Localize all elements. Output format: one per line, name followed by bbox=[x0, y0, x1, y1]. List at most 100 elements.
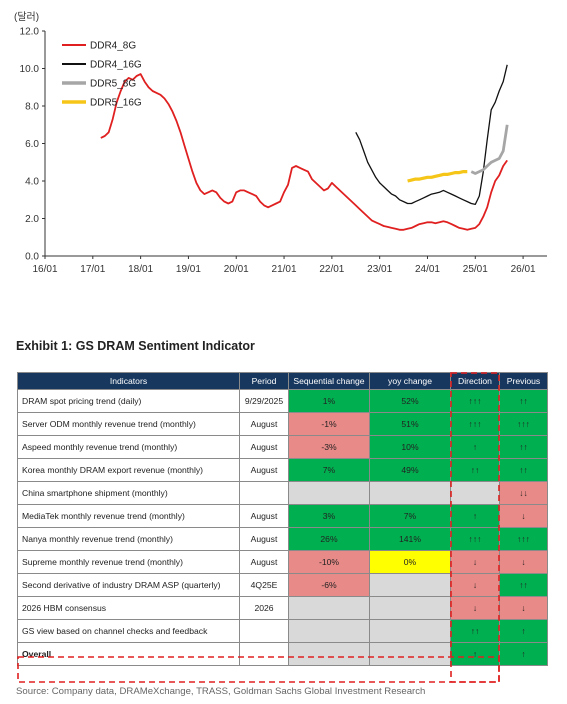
indicator-cell: Second derivative of industry DRAM ASP (… bbox=[17, 573, 240, 597]
legend-label: DDR4_8G bbox=[90, 41, 136, 52]
previous-cell: ↑ bbox=[499, 619, 548, 643]
x-tick-label: 19/01 bbox=[176, 264, 201, 275]
indicator-cell: Nanya monthly revenue trend (monthly) bbox=[17, 527, 240, 551]
indicator-cell: Supreme monthly revenue trend (monthly) bbox=[17, 550, 240, 574]
sequential-change-cell bbox=[288, 642, 370, 666]
previous-cell: ↓↓ bbox=[499, 481, 548, 505]
direction-cell bbox=[450, 481, 500, 505]
sentiment-indicator-table: Indicators Period Sequential change yoy … bbox=[17, 372, 548, 666]
direction-cell: ↑↑↑ bbox=[450, 412, 500, 436]
direction-cell: ↓ bbox=[450, 573, 500, 597]
sequential-change-cell: 7% bbox=[288, 458, 370, 482]
previous-cell: ↑↑ bbox=[499, 573, 548, 597]
indicator-cell: 2026 HBM consensus bbox=[17, 596, 240, 620]
direction-cell: ↑↑↑ bbox=[450, 389, 500, 413]
sequential-change-cell bbox=[288, 619, 370, 643]
yoy-change-cell bbox=[369, 596, 451, 620]
yoy-change-cell: 52% bbox=[369, 389, 451, 413]
period-cell: August bbox=[239, 412, 289, 436]
x-tick-label: 26/01 bbox=[511, 264, 536, 275]
table-row: 2026 HBM consensus 2026 ↓ ↓ bbox=[17, 596, 548, 620]
yoy-change-cell: 0% bbox=[369, 550, 451, 574]
period-cell: 2026 bbox=[239, 596, 289, 620]
y-tick-label: 12.0 bbox=[20, 27, 40, 38]
previous-cell: ↓ bbox=[499, 504, 548, 528]
direction-cell: ↑↑ bbox=[450, 458, 500, 482]
x-tick-label: 24/01 bbox=[415, 264, 440, 275]
table-row: China smartphone shipment (monthly) ↓↓ bbox=[17, 481, 548, 505]
direction-cell: ↓ bbox=[450, 550, 500, 574]
table-row: Second derivative of industry DRAM ASP (… bbox=[17, 573, 548, 597]
x-tick-label: 18/01 bbox=[128, 264, 153, 275]
period-cell: 4Q25E bbox=[239, 573, 289, 597]
yoy-change-cell bbox=[369, 619, 451, 643]
direction-cell: ↑ bbox=[450, 642, 500, 666]
indicator-cell: Korea monthly DRAM export revenue (month… bbox=[17, 458, 240, 482]
period-cell: August bbox=[239, 458, 289, 482]
legend-label: DDR5_16G bbox=[90, 98, 142, 109]
legend-label: DDR4_16G bbox=[90, 60, 142, 71]
previous-cell: ↑↑ bbox=[499, 435, 548, 459]
y-tick-label: 0.0 bbox=[25, 252, 39, 263]
yoy-change-cell bbox=[369, 573, 451, 597]
dram-price-chart: (달러) 0.0 2.0 4.0 6.0 8.0 10.0 12.0 16/01 17/01 18… bbox=[14, 11, 547, 275]
direction-cell: ↑↑ bbox=[450, 619, 500, 643]
x-tick-label: 23/01 bbox=[367, 264, 392, 275]
table-row: Aspeed monthly revenue trend (monthly) Au… bbox=[17, 435, 548, 459]
indicator-cell: Server ODM monthly revenue trend (monthl… bbox=[17, 412, 240, 436]
series-line-ddr4-8g bbox=[100, 73, 508, 231]
yoy-change-cell: 141% bbox=[369, 527, 451, 551]
chart-legend: DDR4_8G DDR4_16G DDR5_8G DDR5_16G bbox=[62, 41, 142, 109]
legend-label: DDR5_8G bbox=[90, 79, 136, 90]
period-cell: August bbox=[239, 504, 289, 528]
indicator-cell: GS view based on channel checks and feed… bbox=[17, 619, 240, 643]
header-indicators: Indicators bbox=[17, 372, 240, 390]
x-tick-label: 25/01 bbox=[463, 264, 488, 275]
previous-cell: ↑↑ bbox=[499, 458, 548, 482]
y-tick-label: 6.0 bbox=[25, 139, 39, 150]
chart-plot-area bbox=[100, 64, 509, 231]
yoy-change-cell bbox=[369, 481, 451, 505]
indicator-cell: MediaTek monthly revenue trend (monthly) bbox=[17, 504, 240, 528]
table-header-row: Indicators Period Sequential change yoy … bbox=[17, 372, 548, 390]
series-line-ddr4-16g bbox=[355, 64, 508, 206]
table-row: Server ODM monthly revenue trend (monthl… bbox=[17, 412, 548, 436]
previous-cell: ↑↑↑ bbox=[499, 527, 548, 551]
table-row: Overall ↑ ↑ bbox=[17, 642, 548, 666]
yoy-change-cell: 7% bbox=[369, 504, 451, 528]
yoy-change-cell: 10% bbox=[369, 435, 451, 459]
table-row: MediaTek monthly revenue trend (monthly)… bbox=[17, 504, 548, 528]
period-cell bbox=[239, 481, 289, 505]
chart-axes: 0.0 2.0 4.0 6.0 8.0 10.0 12.0 16/01 17/01 18/01 19… bbox=[20, 27, 547, 275]
sequential-change-cell: 3% bbox=[288, 504, 370, 528]
period-cell: August bbox=[239, 435, 289, 459]
period-cell bbox=[239, 642, 289, 666]
header-yoy-change: yoy change bbox=[369, 372, 451, 390]
previous-cell: ↑↑↑ bbox=[499, 412, 548, 436]
source-note: Source: Company data, DRAMeXchange, TRAS… bbox=[16, 686, 426, 697]
sequential-change-cell: -10% bbox=[288, 550, 370, 574]
period-cell: 9/29/2025 bbox=[239, 389, 289, 413]
sequential-change-cell bbox=[288, 481, 370, 505]
direction-cell: ↓ bbox=[450, 596, 500, 620]
period-cell: August bbox=[239, 527, 289, 551]
x-tick-label: 22/01 bbox=[319, 264, 344, 275]
direction-cell: ↑ bbox=[450, 504, 500, 528]
x-tick-label: 20/01 bbox=[224, 264, 249, 275]
sequential-change-cell bbox=[288, 596, 370, 620]
period-cell bbox=[239, 619, 289, 643]
sequential-change-cell: -3% bbox=[288, 435, 370, 459]
table-row: DRAM spot pricing trend (daily) 9/29/2025… bbox=[17, 389, 548, 413]
indicator-cell: Aspeed monthly revenue trend (monthly) bbox=[17, 435, 240, 459]
yoy-change-cell: 49% bbox=[369, 458, 451, 482]
y-tick-label: 4.0 bbox=[25, 177, 39, 188]
indicator-cell: Overall bbox=[17, 642, 240, 666]
exhibit-title: Exhibit 1: GS DRAM Sentiment Indicator bbox=[16, 339, 255, 353]
x-tick-label: 16/01 bbox=[32, 264, 57, 275]
header-previous: Previous bbox=[499, 372, 548, 390]
previous-cell: ↓ bbox=[499, 550, 548, 574]
table-row: Korea monthly DRAM export revenue (month… bbox=[17, 458, 548, 482]
previous-cell: ↑↑ bbox=[499, 389, 548, 413]
direction-cell: ↑ bbox=[450, 435, 500, 459]
y-unit-label: (달러) bbox=[14, 11, 39, 23]
